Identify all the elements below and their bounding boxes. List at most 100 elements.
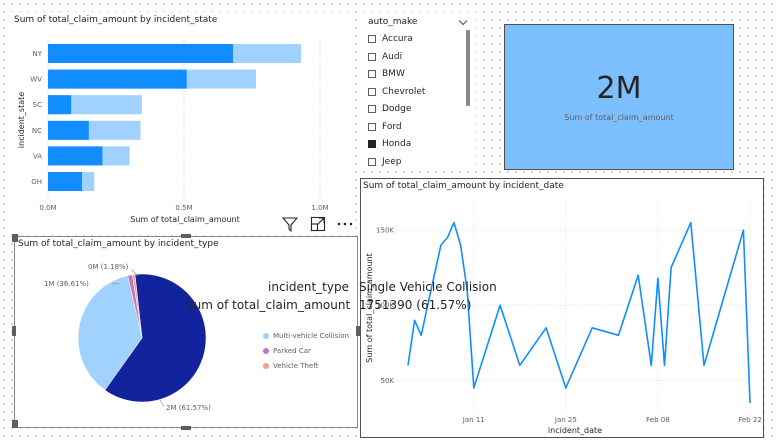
pie-chart-svg: 2M (61.57%) 1M (36.61%) 0M (1.18%) — [44, 263, 211, 412]
bar-highlighted — [48, 146, 103, 166]
bar-total — [48, 95, 142, 115]
tooltip-field-2: Sum of total_claim_amount — [186, 298, 351, 312]
slicer-item-label: Ford — [382, 121, 402, 132]
line-x-tick: Feb 22 — [738, 416, 762, 424]
card-label: Sum of total_claim_amount — [564, 113, 674, 122]
bar-x-axis-title: Sum of total_claim_amount — [130, 215, 239, 224]
line-x-axis-title: incident_date — [548, 426, 602, 435]
bar-y-axis-title: incident_state — [17, 92, 26, 148]
bar-highlighted — [48, 44, 233, 63]
slicer-item-label: Accura — [382, 34, 413, 44]
slicer-scrollbar[interactable] — [466, 30, 470, 106]
focus-mode-icon[interactable] — [310, 216, 326, 232]
line-chart-title: Sum of total_claim_amount by incident_da… — [363, 181, 564, 191]
bar-x-tick: 0.0M — [39, 204, 56, 212]
filter-icon[interactable] — [282, 216, 298, 232]
checkbox-icon[interactable] — [368, 105, 376, 113]
checkbox-icon[interactable] — [368, 122, 376, 131]
line-y-tick: 100K — [376, 302, 394, 310]
line-x-tick: Feb 08 — [646, 416, 670, 424]
auto-make-slicer[interactable]: auto_make Accura Audi BMW Chevrolet Dodge For… — [360, 12, 476, 170]
bar-category-label: VA — [33, 152, 42, 160]
slicer-item-bmw[interactable]: BMW — [368, 66, 405, 82]
resize-handle-bottom[interactable] — [181, 426, 191, 430]
bar-category-label: SC — [33, 101, 42, 109]
line-y-tick: 150K — [376, 227, 394, 235]
bar-category-label: NC — [32, 127, 42, 135]
bar-category-label: OH — [31, 178, 42, 186]
resize-handle-right[interactable] — [356, 326, 360, 336]
slicer-item-audi[interactable]: Audi — [368, 49, 402, 65]
checkbox-icon[interactable] — [368, 70, 376, 78]
slicer-item-chevrolet[interactable]: Chevrolet — [368, 84, 425, 100]
legend-label: Vehicle Theft — [273, 362, 319, 370]
tooltip: incident_type Single Vehicle Collision S… — [186, 280, 512, 320]
checkbox-icon[interactable] — [368, 87, 376, 96]
pie-slice — [77, 275, 143, 391]
bar-chart-title: Sum of total_claim_amount by incident_st… — [14, 15, 218, 25]
pie-data-label: 1M (36.61%) — [44, 280, 89, 288]
legend-label: Parked Car — [273, 347, 311, 355]
line-chart-visual[interactable]: Sum of total_claim_amount by incident_da… — [360, 178, 764, 438]
slicer-item-honda[interactable]: Honda — [368, 136, 411, 152]
pie-chart-visual[interactable]: Sum of total_claim_amount by incident_ty… — [14, 236, 358, 428]
slicer-item-label: Jeep — [382, 156, 402, 167]
slicer-item-label: Audi — [382, 51, 403, 62]
bar-x-tick: 1.0M — [311, 204, 328, 212]
legend-item[interactable]: Parked Car — [263, 347, 311, 355]
slicer-item-ford[interactable]: Ford — [368, 119, 402, 135]
line-y-axis-title: Sum of total_claim_amount — [365, 253, 374, 362]
pie-data-label: 0M (1.18%) — [88, 263, 129, 271]
resize-handle-corner-tl[interactable] — [12, 234, 18, 242]
legend-swatch — [263, 333, 269, 339]
card-value: 2M — [596, 71, 642, 106]
pie-chart-title: Sum of total_claim_amount by incident_ty… — [18, 239, 219, 249]
slicer-item-label: Dodge — [382, 104, 412, 114]
slicer-item-accura[interactable]: Accura — [368, 31, 413, 47]
bar-chart-visual[interactable]: Sum of total_claim_amount by incident_st… — [10, 12, 353, 230]
slicer-item-jeep[interactable]: Jeep — [368, 154, 401, 170]
bar-highlighted — [48, 95, 72, 115]
slicer-title: auto_make — [368, 17, 418, 27]
checkbox-icon[interactable] — [368, 35, 376, 43]
slicer-item-label: BMW — [382, 69, 405, 79]
bar-category-label: WV — [30, 76, 42, 84]
pie-leader-line — [131, 269, 139, 277]
slicer-item-label: Honda — [382, 139, 412, 149]
pie-slice — [132, 274, 143, 339]
slicer-item-dodge[interactable]: Dodge — [368, 101, 411, 117]
checkbox-icon[interactable] — [368, 52, 376, 61]
legend-item[interactable]: Multi-vehicle Collision — [263, 332, 349, 340]
bar-x-tick: 0.5M — [175, 204, 192, 212]
line-x-tick: Jan 11 — [462, 416, 485, 424]
total-claim-card[interactable]: 2M Sum of total_claim_amount — [504, 24, 734, 170]
checkbox-checked-icon[interactable] — [368, 140, 376, 148]
more-options-icon[interactable] — [336, 216, 354, 232]
checkbox-icon[interactable] — [368, 157, 376, 166]
bar-highlighted — [48, 69, 187, 89]
pie-leader-line — [111, 282, 120, 285]
legend-item[interactable]: Vehicle Theft — [263, 362, 318, 370]
tooltip-value-1: Single Vehicle Collision — [359, 280, 497, 294]
bar-category-label: NY — [32, 50, 42, 58]
line-series — [407, 221, 751, 404]
pie-slice — [104, 273, 207, 403]
slicer-item-label: Chevrolet — [382, 86, 426, 97]
legend-label: Multi-vehicle Collision — [273, 332, 349, 340]
chevron-down-icon[interactable] — [458, 19, 468, 27]
pie-leader-line — [159, 399, 165, 408]
visual-header — [280, 216, 360, 234]
tooltip-field-1: incident_type — [268, 280, 349, 294]
resize-handle-top[interactable] — [181, 234, 191, 238]
line-y-tick: 50K — [381, 377, 395, 385]
line-chart-svg: 50K 100K 150K Jan 11 Jan 25 Feb 08 Feb 22 incid… — [365, 200, 762, 435]
pie-data-label: 2M (61.57%) — [166, 404, 211, 412]
resize-handle-left[interactable] — [12, 326, 16, 336]
line-x-tick: Jan 25 — [554, 416, 577, 424]
legend-swatch — [263, 348, 269, 354]
resize-handle-corner-bl[interactable] — [12, 420, 18, 428]
legend-swatch — [263, 363, 269, 369]
tooltip-value-2: 1751390 (61.57%) — [359, 298, 472, 312]
bar-chart-svg: 0.0M 0.5M 1.0M NY WV SC NC VA OH Sum of total_cla… — [17, 40, 329, 224]
bar-highlighted — [48, 172, 82, 191]
